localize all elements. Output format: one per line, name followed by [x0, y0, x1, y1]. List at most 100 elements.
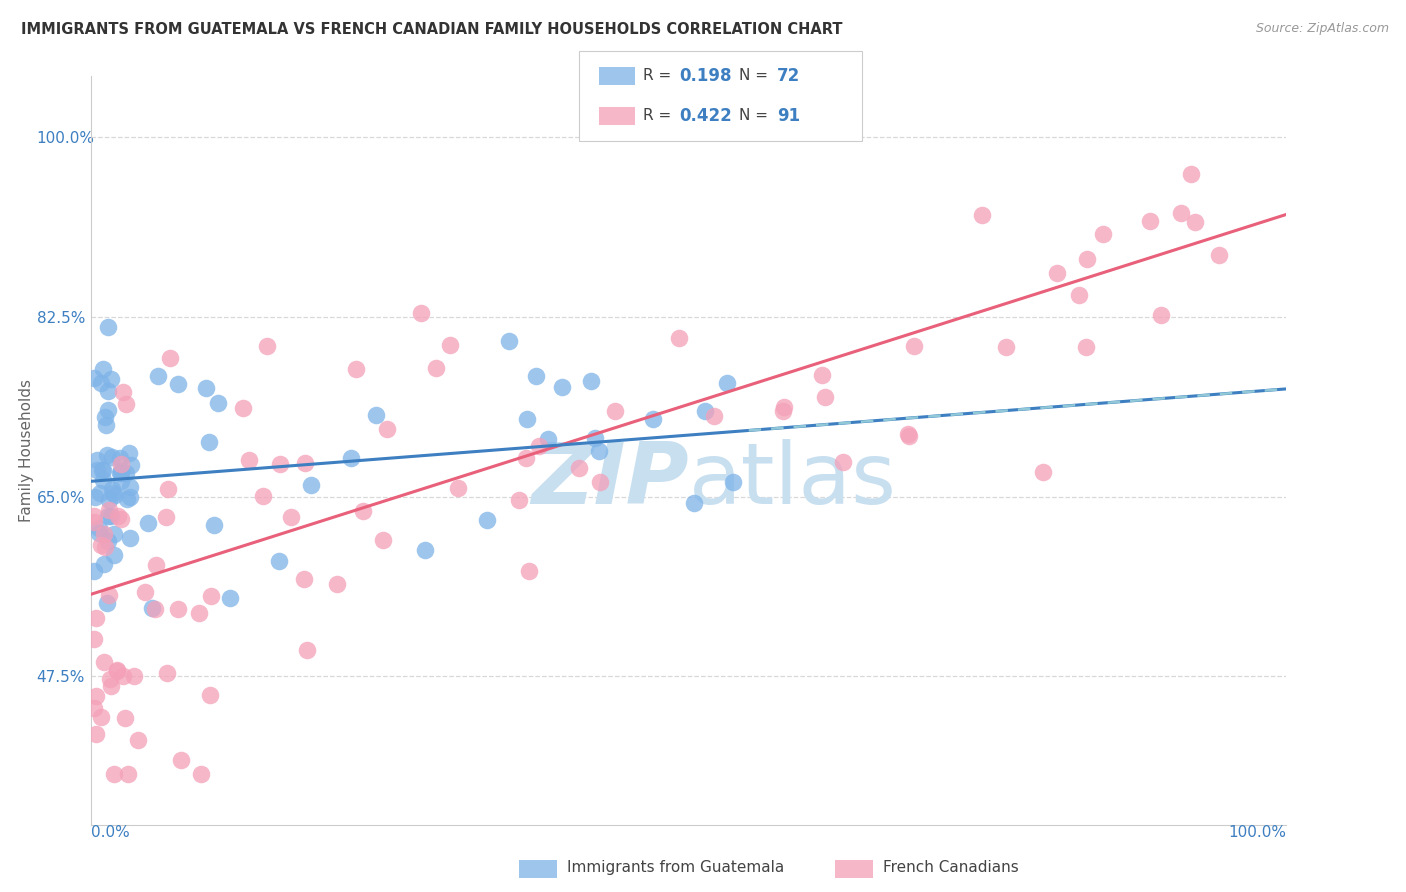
- Point: [1139, 214, 1161, 228]
- Point: [814, 390, 837, 404]
- Point: [110, 512, 132, 526]
- Point: [84, 611, 107, 625]
- Point: [93, 656, 115, 670]
- Point: [83, 564, 105, 578]
- Point: [568, 461, 591, 475]
- Point: [344, 362, 367, 376]
- Point: [155, 509, 177, 524]
- Point: [97, 403, 120, 417]
- Point: [136, 516, 159, 530]
- Point: [83, 701, 105, 715]
- Point: [100, 372, 122, 386]
- Point: [91, 361, 114, 376]
- Point: [91, 473, 114, 487]
- Point: [683, 496, 706, 510]
- Point: [1092, 227, 1115, 241]
- Point: [100, 450, 122, 464]
- Point: [94, 410, 117, 425]
- Point: [148, 369, 170, 384]
- Point: [200, 688, 222, 702]
- Point: [97, 384, 120, 398]
- Point: [703, 409, 725, 423]
- Point: [110, 464, 132, 478]
- Point: [375, 422, 398, 436]
- Point: [90, 463, 112, 477]
- Point: [643, 412, 665, 426]
- Point: [86, 462, 108, 476]
- Point: [219, 591, 242, 605]
- Point: [811, 368, 834, 383]
- Point: [93, 541, 115, 555]
- Point: [93, 527, 115, 541]
- Point: [897, 427, 920, 442]
- Point: [256, 339, 278, 353]
- Point: [98, 672, 121, 686]
- Point: [1074, 340, 1097, 354]
- Point: [409, 306, 432, 320]
- Point: [527, 439, 550, 453]
- Point: [198, 434, 221, 449]
- Point: [83, 371, 105, 385]
- Point: [447, 481, 470, 495]
- Point: [110, 474, 132, 488]
- Point: [425, 361, 447, 376]
- Point: [112, 669, 135, 683]
- Point: [105, 663, 128, 677]
- Point: [267, 554, 290, 568]
- Point: [96, 418, 118, 433]
- Point: [299, 478, 322, 492]
- Point: [898, 428, 921, 442]
- Point: [100, 509, 122, 524]
- Point: [366, 408, 388, 422]
- Point: [579, 374, 602, 388]
- Point: [98, 588, 121, 602]
- Text: 72: 72: [776, 67, 800, 85]
- Point: [238, 453, 260, 467]
- Text: French Canadians: French Canadians: [883, 861, 1019, 875]
- Point: [111, 385, 134, 400]
- Point: [589, 475, 612, 489]
- Point: [97, 319, 120, 334]
- Point: [1184, 215, 1206, 229]
- Text: R =: R =: [643, 109, 676, 123]
- Point: [87, 526, 110, 541]
- Point: [413, 543, 436, 558]
- Point: [118, 531, 141, 545]
- Point: [97, 533, 120, 548]
- Point: [772, 404, 794, 418]
- Point: [134, 585, 156, 599]
- Point: [83, 632, 105, 647]
- Point: [1067, 288, 1090, 302]
- Point: [97, 493, 120, 508]
- Point: [970, 208, 993, 222]
- Point: [127, 733, 149, 747]
- Point: [515, 450, 537, 465]
- Point: [91, 463, 114, 477]
- Point: [105, 664, 128, 678]
- Point: [439, 338, 461, 352]
- Point: [114, 710, 136, 724]
- Point: [668, 331, 690, 345]
- Text: atlas: atlas: [689, 439, 897, 522]
- Point: [1076, 252, 1098, 267]
- Point: [190, 766, 212, 780]
- Point: [122, 669, 145, 683]
- Point: [475, 513, 498, 527]
- Point: [120, 480, 142, 494]
- Point: [86, 452, 108, 467]
- Text: N =: N =: [738, 69, 772, 83]
- Point: [188, 606, 211, 620]
- Point: [202, 518, 225, 533]
- Point: [524, 368, 547, 383]
- Point: [292, 572, 315, 586]
- Point: [84, 727, 107, 741]
- Point: [103, 766, 125, 780]
- Point: [83, 509, 105, 524]
- Point: [96, 596, 118, 610]
- Text: N =: N =: [738, 109, 772, 123]
- Point: [326, 576, 349, 591]
- Text: IMMIGRANTS FROM GUATEMALA VS FRENCH CANADIAN FAMILY HOUSEHOLDS CORRELATION CHART: IMMIGRANTS FROM GUATEMALA VS FRENCH CANA…: [21, 22, 842, 37]
- Point: [103, 548, 125, 562]
- Point: [516, 412, 538, 426]
- Point: [101, 482, 124, 496]
